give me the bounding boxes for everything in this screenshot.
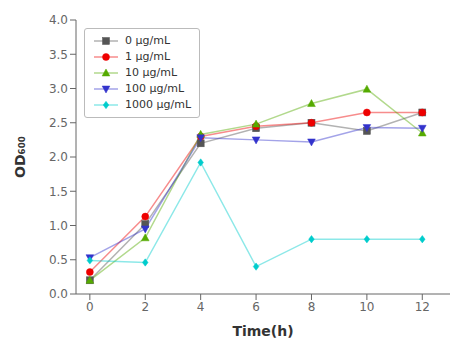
html-text:1 μg/mL: 1 μg/mL bbox=[125, 50, 170, 63]
svg-text:0.0: 0.0 bbox=[49, 287, 68, 301]
svg-text:Time(h): Time(h) bbox=[232, 323, 293, 339]
html-text:0 μg/mL: 0 μg/mL bbox=[125, 34, 170, 47]
svg-text:6: 6 bbox=[252, 300, 260, 314]
svg-text:2: 2 bbox=[141, 300, 149, 314]
html-text:1000 μg/mL: 1000 μg/mL bbox=[125, 98, 191, 111]
svg-text:2.0: 2.0 bbox=[49, 150, 68, 164]
svg-text:10: 10 bbox=[359, 300, 374, 314]
svg-text:3.0: 3.0 bbox=[49, 82, 68, 96]
html-text:10 μg/mL: 10 μg/mL bbox=[125, 66, 177, 79]
svg-text:0.5: 0.5 bbox=[49, 253, 68, 267]
svg-text:4.0: 4.0 bbox=[49, 13, 68, 27]
svg-text:1.5: 1.5 bbox=[49, 185, 68, 199]
svg-text:8: 8 bbox=[308, 300, 316, 314]
svg-text:3.5: 3.5 bbox=[49, 48, 68, 62]
svg-text:0: 0 bbox=[86, 300, 94, 314]
svg-text:2.5: 2.5 bbox=[49, 116, 68, 130]
svg-text:1.0: 1.0 bbox=[49, 219, 68, 233]
html-text:100 μg/mL: 100 μg/mL bbox=[125, 82, 184, 95]
svg-text:12: 12 bbox=[415, 300, 430, 314]
svg-text:OD₆₀₀: OD₆₀₀ bbox=[12, 136, 28, 178]
svg-text:4: 4 bbox=[197, 300, 205, 314]
